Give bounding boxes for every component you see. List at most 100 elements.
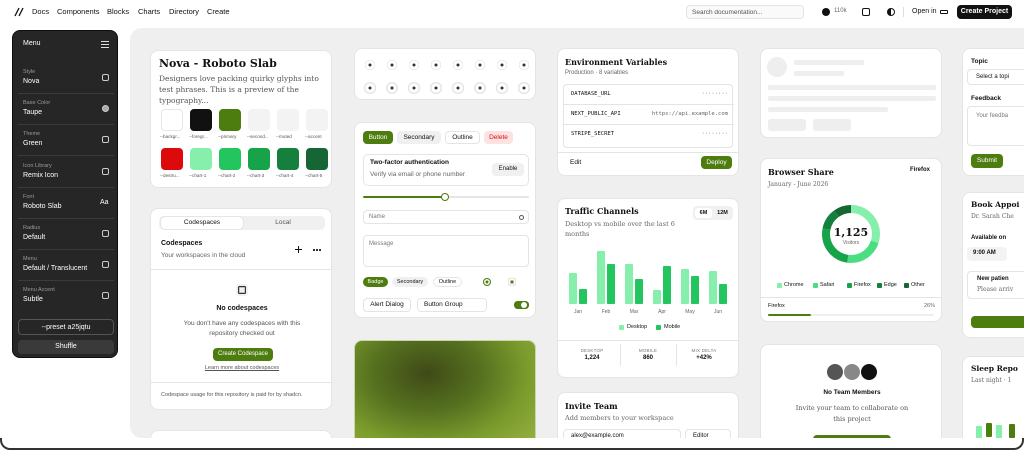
option-icon <box>102 261 109 269</box>
badge-outline[interactable]: Outline <box>433 277 462 287</box>
invite-button-partial[interactable] <box>813 435 891 438</box>
icon-button[interactable] <box>474 59 486 71</box>
alert-dialog-button[interactable]: Alert Dialog <box>363 298 411 312</box>
avatar <box>843 363 861 381</box>
card-title: Browser Share <box>768 167 834 177</box>
more-dot <box>319 249 321 251</box>
icon-button[interactable] <box>430 82 442 94</box>
icon-button[interactable] <box>496 59 508 71</box>
book-button-partial[interactable] <box>971 316 1024 328</box>
slider-thumb[interactable] <box>441 193 449 201</box>
option-icon <box>102 136 109 144</box>
icon-button[interactable] <box>408 59 420 71</box>
card-title: Book Appoi <box>971 200 1020 209</box>
progress-bar <box>768 314 812 316</box>
tab-active[interactable]: Codespaces <box>161 217 243 229</box>
create-project-button[interactable]: Create Project <box>957 5 1012 19</box>
card-subtitle: Production · 8 variables <box>565 70 629 76</box>
nav-link[interactable]: Create <box>207 7 230 16</box>
skeleton-button <box>768 119 806 131</box>
legend-label: Mobile <box>664 324 681 330</box>
color-swatch <box>306 109 328 131</box>
role-select[interactable]: Editor <box>685 429 731 438</box>
topic-select[interactable]: Select a topi <box>967 69 1024 85</box>
enable-button[interactable]: Enable <box>492 163 524 176</box>
item-title: Two-factor authentication <box>370 159 449 166</box>
slider-track <box>445 196 529 198</box>
learn-link[interactable]: Learn more about codespaces <box>204 365 280 371</box>
color-swatch <box>306 148 328 170</box>
shuffle-button[interactable]: Shuffle <box>18 340 114 354</box>
feedback-input[interactable]: Your feedba <box>967 106 1024 146</box>
theme-icon[interactable] <box>887 8 895 16</box>
bar <box>691 276 699 304</box>
icon-button[interactable] <box>386 59 398 71</box>
name-input[interactable]: Name <box>363 210 529 224</box>
nav-link[interactable]: Directory <box>169 7 200 16</box>
outline-button[interactable]: Outline <box>445 131 480 144</box>
legend-label: Desktop <box>627 324 648 330</box>
legend-label: Safari <box>820 282 835 288</box>
primary-button[interactable]: Button <box>363 131 393 144</box>
create-codespace-button[interactable]: Create Codespace <box>213 348 273 361</box>
time-slot[interactable]: 9:00 AM <box>967 247 1007 261</box>
button-group[interactable]: Button Group <box>417 298 487 312</box>
submit-button[interactable]: Submit <box>971 154 1003 168</box>
destructive-button[interactable]: Delete <box>484 131 513 144</box>
radio[interactable] <box>483 278 491 286</box>
swatch-label: --foregr... <box>189 134 208 139</box>
divider <box>151 269 331 270</box>
secondary-button[interactable]: Secondary <box>397 131 441 144</box>
menu-icon-bar <box>101 44 109 46</box>
icon-button[interactable] <box>496 82 508 94</box>
nav-link[interactable]: Docs <box>32 7 50 16</box>
color-swatch <box>161 148 183 170</box>
icon-button[interactable] <box>430 59 442 71</box>
tab[interactable]: Local <box>275 219 291 226</box>
bar <box>569 273 577 304</box>
panel-title: Menu <box>23 40 41 47</box>
nav-link[interactable]: Blocks <box>107 7 130 16</box>
footer-value: 26% <box>923 303 935 309</box>
nav-link[interactable]: Charts <box>138 7 161 16</box>
donut-total-label: Visitors <box>842 240 860 246</box>
badge[interactable]: Badge <box>363 277 388 287</box>
legend-dot <box>813 283 818 288</box>
preset-button[interactable]: --preset a25jqtu <box>18 319 114 335</box>
icon-button[interactable] <box>364 59 376 71</box>
legend-label: Chrome <box>784 282 804 288</box>
checkbox[interactable] <box>508 278 516 286</box>
email-input[interactable]: alex@example.com <box>563 429 681 438</box>
icon-button[interactable] <box>518 59 530 71</box>
deploy-button[interactable]: Deploy <box>701 156 732 169</box>
card-subtitle: January - June 2026 <box>768 181 829 188</box>
stat-label: MIX DELTA <box>691 348 717 353</box>
empty-icon <box>236 284 248 296</box>
message-input[interactable]: Message <box>363 235 529 267</box>
option-value: Green <box>23 140 43 148</box>
bar <box>579 289 587 304</box>
icon-button[interactable] <box>408 82 420 94</box>
layout-icon[interactable] <box>862 8 870 16</box>
search-box[interactable]: Search documentation... <box>686 5 804 19</box>
icon-button[interactable] <box>364 82 376 94</box>
range-option[interactable]: 6M <box>695 208 712 218</box>
badge-secondary[interactable]: Secondary <box>392 277 428 287</box>
icon-button[interactable] <box>474 82 486 94</box>
icon-button[interactable] <box>386 82 398 94</box>
icon-button[interactable] <box>518 82 530 94</box>
legend-label: Other <box>911 282 925 288</box>
stat-value: 860 <box>642 355 653 361</box>
option-label: Menu <box>23 256 37 263</box>
skeleton-line <box>768 107 888 112</box>
icon-button[interactable] <box>452 59 464 71</box>
bar <box>719 284 727 304</box>
range-option[interactable]: 12M <box>717 210 728 216</box>
donut-chart <box>822 205 880 263</box>
icon-button[interactable] <box>452 82 464 94</box>
option-value: Roboto Slab <box>23 202 62 210</box>
traffic-card: Traffic Channels Desktop vs mobile over t… <box>557 198 739 378</box>
field-label: Feedback <box>971 95 1001 102</box>
nav-link[interactable]: Components <box>57 7 100 16</box>
